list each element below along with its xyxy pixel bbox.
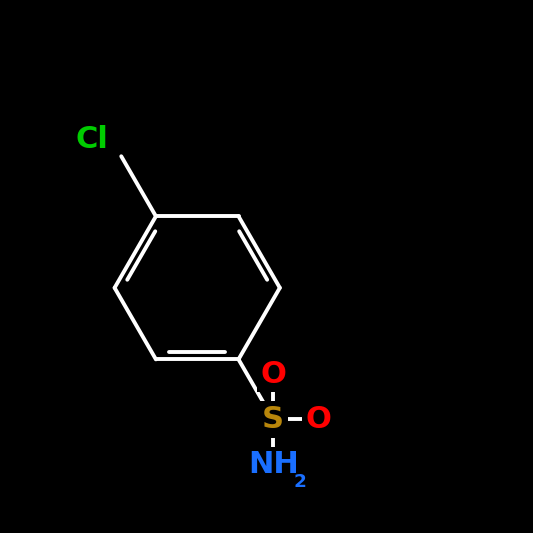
Text: S: S — [262, 405, 284, 434]
Text: NH: NH — [248, 450, 298, 479]
Text: O: O — [260, 360, 286, 389]
Text: O: O — [305, 405, 332, 434]
Text: 2: 2 — [294, 473, 306, 491]
Text: Cl: Cl — [75, 125, 108, 154]
